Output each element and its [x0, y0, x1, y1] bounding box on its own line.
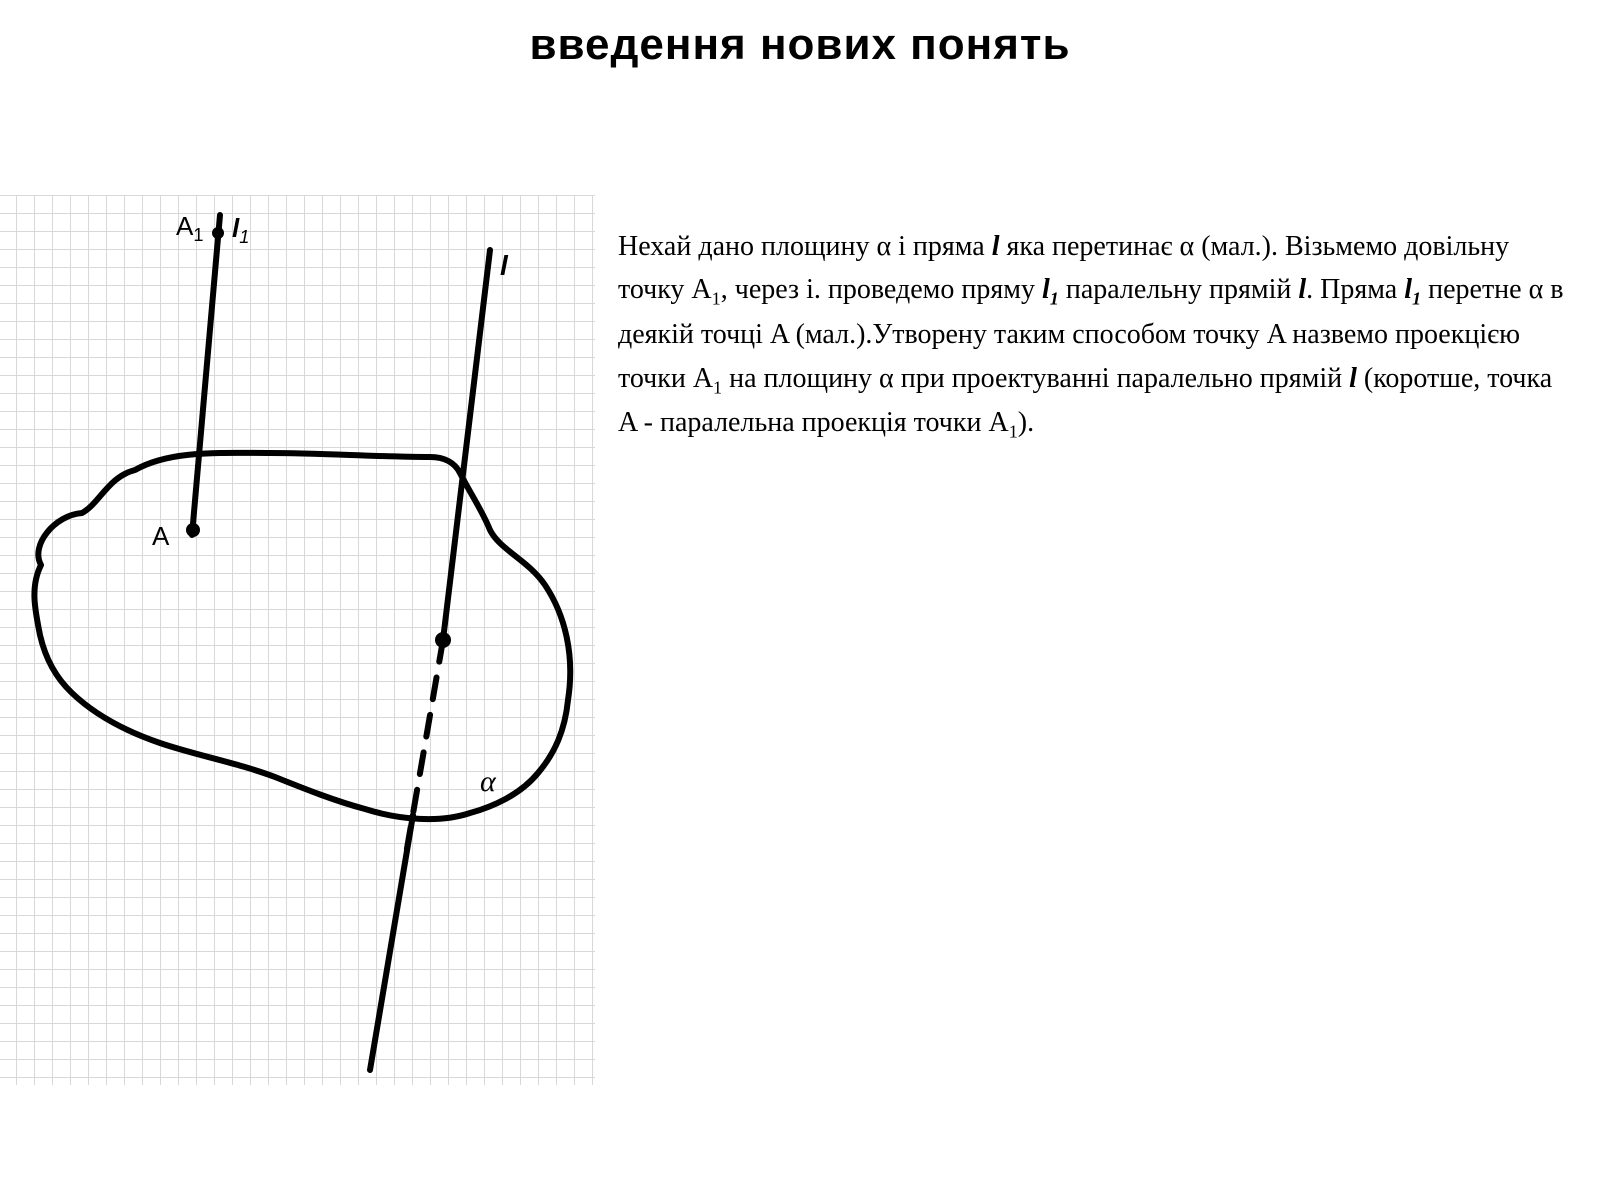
- explanation-paragraph: Нехай дано площину α і пряма l яка перет…: [618, 225, 1568, 446]
- label-a: A: [152, 521, 169, 552]
- symbol-alpha: α: [879, 363, 894, 394]
- text-run: ).: [1018, 407, 1034, 438]
- line-l1: [192, 215, 220, 535]
- symbol-alpha: α: [1180, 231, 1195, 262]
- text-run: на площину: [722, 363, 879, 394]
- symbol-alpha: α: [876, 231, 891, 262]
- line-l-bottom: [370, 815, 413, 1070]
- symbol-l1: l1: [1404, 274, 1421, 305]
- text-run: яка перетинає: [1000, 231, 1180, 262]
- text-run: . Пряма: [1306, 274, 1404, 305]
- text-run: при проектуванні паралельно прямій: [894, 363, 1349, 394]
- geometry-figure: [0, 195, 595, 1085]
- text-run: , через і. проведемо пряму: [721, 274, 1042, 305]
- label-a1: A1: [176, 211, 203, 246]
- label-l1: l1: [232, 213, 249, 248]
- label-alpha: α: [480, 765, 496, 799]
- point-a: [186, 523, 200, 537]
- text-run: Нехай дано площину: [618, 231, 876, 262]
- line-l-top: [443, 250, 490, 640]
- subscript: 1: [712, 289, 721, 309]
- point-on-l: [435, 632, 451, 648]
- symbol-l: l: [1349, 363, 1357, 394]
- symbol-alpha: α: [1529, 274, 1544, 305]
- symbol-l: l: [1298, 274, 1306, 305]
- label-l: l: [500, 250, 508, 282]
- text-run: і пряма: [891, 231, 992, 262]
- subscript: 1: [713, 377, 722, 397]
- page-title: введення нових понять: [0, 20, 1600, 70]
- subscript: 1: [1009, 422, 1018, 442]
- symbol-l1: l1: [1042, 274, 1059, 305]
- point-a1: [212, 227, 224, 239]
- text-run: паралельну прямій: [1059, 274, 1299, 305]
- symbol-l: l: [992, 231, 1000, 262]
- text-run: перетне: [1421, 274, 1529, 305]
- diagram-container: A1 l1 l A α: [0, 195, 595, 1085]
